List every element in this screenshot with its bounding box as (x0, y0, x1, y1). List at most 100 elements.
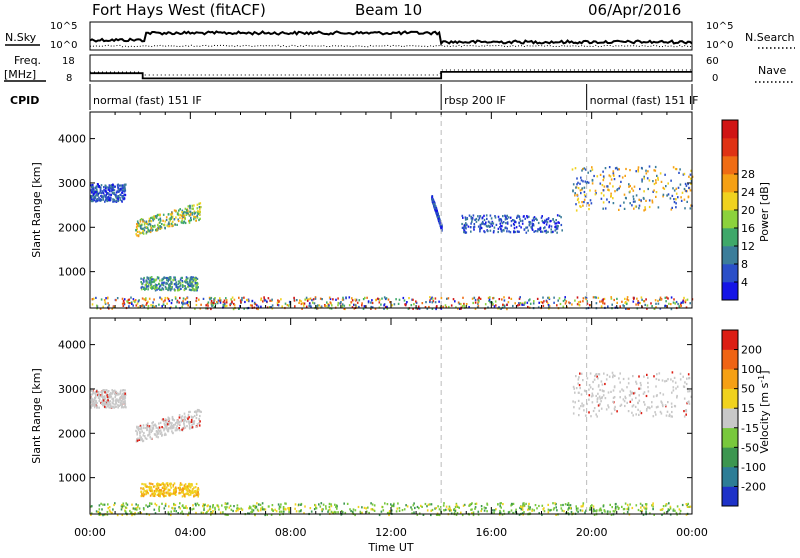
scatter-cell (616, 297, 618, 300)
scatter-cell (181, 284, 184, 287)
scatter-cell (189, 507, 191, 510)
scatter-cell (480, 222, 483, 225)
scatter-cell (229, 504, 232, 507)
scatter-cell (134, 299, 137, 302)
scatter-cell (613, 407, 616, 410)
scatter-cell (624, 395, 626, 398)
scatter-cell (434, 507, 436, 510)
scatter-cell (195, 297, 198, 300)
scatter-cell (546, 221, 549, 224)
scatter-cell (157, 429, 160, 432)
scatter-cell (113, 192, 116, 195)
scatter-cell (612, 374, 614, 377)
scatter-cell (614, 190, 616, 193)
scatter-cell (143, 493, 146, 496)
scatter-cell (170, 286, 172, 289)
scatter-cell (147, 492, 149, 495)
scatter-cell (166, 426, 168, 429)
scatter-cell (572, 412, 575, 415)
scatter-cell (105, 403, 108, 406)
scatter-cell (521, 222, 524, 225)
scatter-cell (138, 222, 140, 226)
scatter-cell (110, 197, 112, 200)
scatter-cell (620, 180, 622, 183)
scatter-cell (657, 206, 660, 209)
scatter-cell (173, 482, 176, 485)
scatter-cell (143, 508, 145, 511)
scatter-cell (163, 224, 165, 227)
scatter-cell (676, 385, 679, 388)
scatter-cell (635, 396, 637, 400)
scatter-cell (180, 512, 182, 515)
scatter-cell (535, 217, 537, 220)
scatter-cell (464, 226, 466, 229)
scatter-cell (254, 303, 257, 306)
x-tick-label: 16:00 (475, 526, 507, 539)
colorbar-segment (722, 369, 738, 389)
station-title: Fort Hays West (fitACF) (92, 1, 266, 19)
scatter-cell (197, 212, 199, 215)
scatter-cell (531, 222, 533, 225)
scatter-cell (163, 427, 166, 430)
scatter-cell (159, 432, 162, 435)
scatter-cell (682, 375, 684, 378)
scatter-cell (165, 427, 168, 430)
scatter-cell (101, 508, 103, 511)
scatter-cell (477, 302, 479, 305)
scatter-cell (681, 191, 684, 194)
scatter-cell (223, 302, 226, 305)
scatter-cell (680, 301, 683, 304)
scatter-cell (579, 189, 582, 192)
scatter-cell (524, 301, 526, 304)
scatter-cell (167, 288, 169, 291)
scatter-cell (362, 307, 365, 310)
scatter-cell (463, 231, 465, 234)
scatter-cell (591, 392, 594, 395)
scatter-cell (603, 297, 606, 300)
scatter-cell (592, 380, 594, 384)
scatter-cell (380, 303, 382, 306)
scatter-cell (114, 185, 116, 188)
scatter-cell (300, 302, 303, 306)
y-tick-label: 1000 (58, 266, 86, 279)
scatter-cell (555, 228, 558, 231)
scatter-cell (91, 393, 94, 396)
scatter-cell (545, 223, 548, 226)
scatter-cell (126, 503, 129, 506)
nave-tick-bottom: 0 (712, 73, 718, 84)
scatter-cell (158, 225, 160, 228)
scatter-cell (515, 221, 517, 224)
scatter-cell (108, 189, 111, 192)
scatter-cell (109, 402, 111, 406)
scatter-cell (310, 510, 313, 513)
scatter-cell (249, 507, 251, 510)
colorbar-segment (722, 210, 738, 229)
scatter-cell (178, 289, 180, 292)
scatter-cell (187, 205, 190, 208)
scatter-cell (435, 513, 438, 516)
scatter-cell (98, 504, 101, 507)
scatter-cell (157, 223, 159, 226)
scatter-cell (108, 406, 110, 409)
scatter-cell (145, 287, 147, 290)
scatter-cell (193, 486, 195, 489)
scatter-cell (102, 195, 105, 198)
scatter-cell (100, 513, 102, 516)
scatter-cell (166, 296, 169, 300)
scatter-cell (199, 202, 202, 205)
nsearch-tick-top: 10^5 (706, 21, 733, 32)
scatter-cell (588, 398, 590, 401)
scatter-cell (156, 276, 159, 279)
scatter-cell (231, 301, 233, 304)
scatter-cell (593, 378, 596, 381)
scatter-cell (581, 505, 584, 508)
scatter-cell (640, 412, 643, 415)
scatter-cell (162, 300, 165, 303)
scatter-cell (150, 278, 153, 281)
scatter-cell (123, 301, 125, 304)
scatter-cell (251, 508, 253, 511)
scatter-cell (136, 224, 139, 227)
scatter-cell (149, 277, 152, 281)
scatter-cell (141, 430, 143, 433)
